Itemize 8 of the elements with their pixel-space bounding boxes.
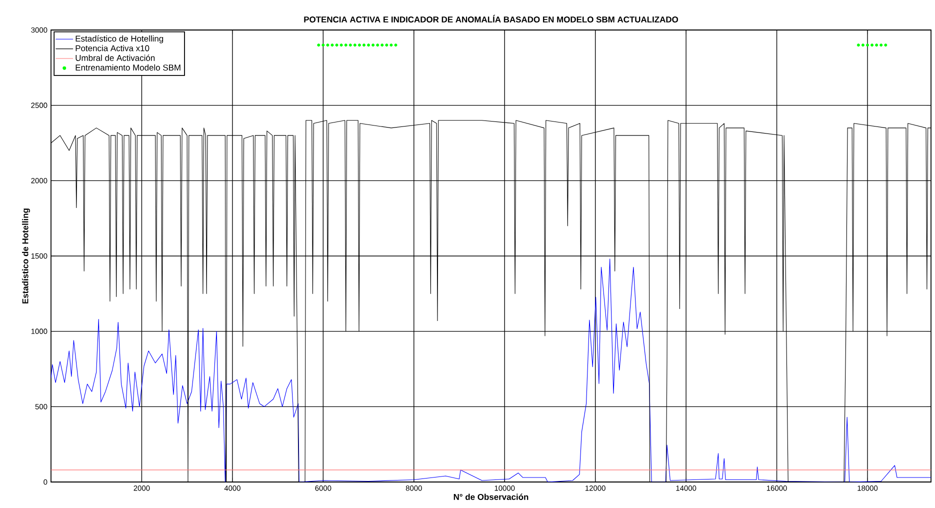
chart-title: POTENCIA ACTIVA E INDICADOR DE ANOMALÍA BASADO EN MODELO SBM ACTUALIZADO [304,14,678,22]
line-series [51,258,932,482]
legend-label: Estadístico de Hotelling [76,35,164,44]
legend-label: Entrenamiento Modelo SBM [76,64,180,71]
x-axis-title: N° de Observación [454,494,528,500]
y-axis-title: Estadístico de Hotelling [22,208,30,304]
legend-label: Potencia Activa x10 [76,45,150,52]
legend-label: Umbral de Activación [76,54,155,61]
